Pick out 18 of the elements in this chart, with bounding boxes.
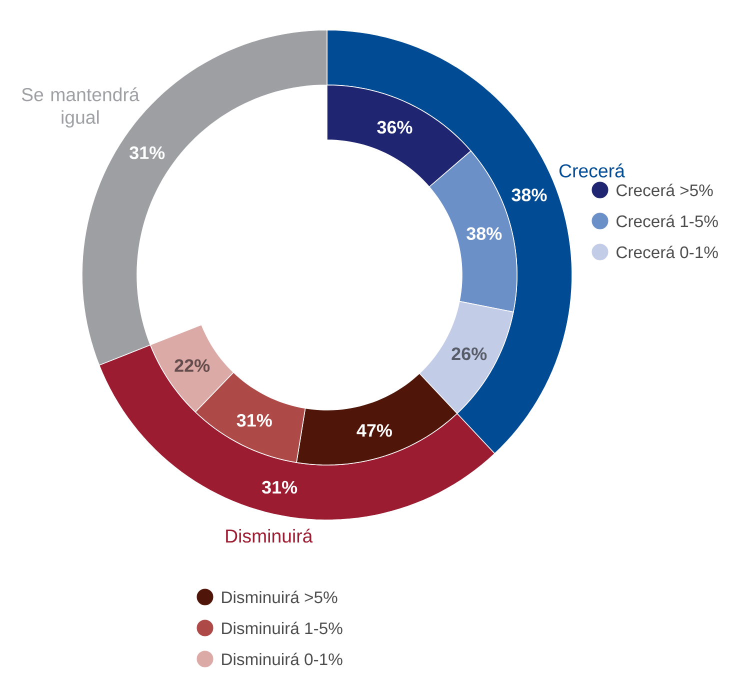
legend-label: Crecerá 0-1% xyxy=(616,246,718,258)
data-label: 36% xyxy=(377,120,412,134)
legend-label: Crecerá 1-5% xyxy=(616,214,718,228)
data-label: 38% xyxy=(512,188,547,202)
data-label: 26% xyxy=(452,347,487,360)
slice-label: Crecerá xyxy=(559,164,625,178)
data-label: 38% xyxy=(466,227,502,240)
legend-label: Disminuirá 0-1% xyxy=(222,652,342,666)
slice-label: Se mantendrá igual xyxy=(22,87,140,128)
data-label: 31% xyxy=(130,146,165,160)
legend-label: Crecerá >5% xyxy=(616,184,713,196)
slice-label: Disminuirá xyxy=(226,528,313,543)
data-label: 31% xyxy=(236,414,272,427)
data-label: 31% xyxy=(262,480,298,494)
legend-label: Disminuirá >5% xyxy=(222,590,338,604)
legend-label: Disminuirá 1-5% xyxy=(222,622,342,634)
data-label: 47% xyxy=(356,424,392,437)
data-label: 22% xyxy=(174,359,210,372)
